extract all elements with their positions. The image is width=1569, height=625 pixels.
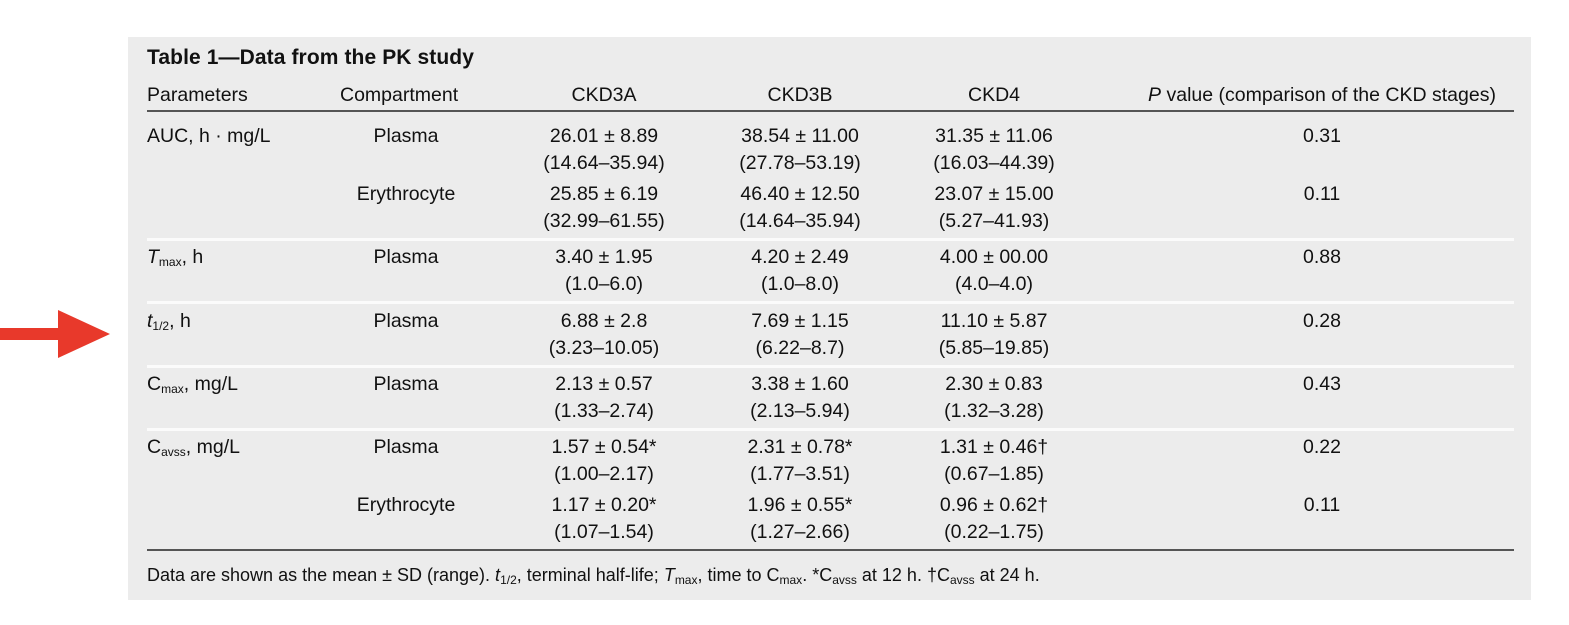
row4-ckd4: 11.10 ± 5.87 [940,310,1048,332]
table-panel: Table 1—Data from the PK study Parameter… [128,37,1531,600]
row7-compartment: Erythrocyte [356,494,456,516]
param-tmax: Tmax, h [147,246,204,269]
row6-ckd4: 1.31 ± 0.46† [939,436,1049,458]
row5-pvalue: 0.43 [1303,373,1341,395]
header-compartment: Compartment [340,84,459,106]
row7-ckd3a: 1.17 ± 0.20* [551,494,657,516]
param-auc: AUC, h · mg/L [147,125,271,147]
row6-ckd3a-range: (1.00–2.17) [554,463,654,485]
row4-ckd3b-range: (6.22–8.7) [755,337,845,359]
row1-compartment: Plasma [373,125,439,147]
row-separator [147,238,1514,241]
row1-ckd3a-range: (14.64–35.94) [543,152,665,174]
header-rule [147,110,1514,112]
row5-ckd3b-range: (2.13–5.94) [750,400,850,422]
header-ckd4: CKD4 [967,84,1021,106]
row7-ckd4: 0.96 ± 0.62† [939,494,1049,516]
row4-ckd3a: 6.88 ± 2.8 [560,310,648,332]
row7-ckd3b: 1.96 ± 0.55* [747,494,853,516]
row3-ckd3b: 4.20 ± 2.49 [751,246,849,268]
row3-pvalue: 0.88 [1303,246,1341,268]
param-cavss: Cavss, mg/L [147,436,240,459]
header-ckd3a: CKD3A [571,84,637,106]
row3-ckd3b-range: (1.0–8.0) [760,273,840,295]
row7-ckd3b-range: (1.27–2.66) [750,521,850,543]
row5-compartment: Plasma [373,373,439,395]
row-separator [147,428,1514,431]
row6-ckd3b: 2.31 ± 0.78* [747,436,853,458]
param-cmax: Cmax, mg/L [147,373,238,396]
row5-ckd4: 2.30 ± 0.83 [945,373,1043,395]
row7-pvalue: 0.11 [1303,494,1341,516]
row2-ckd4-range: (5.27–41.93) [938,210,1050,232]
header-pvalue: P value (comparison of the CKD stages) [1148,84,1496,106]
table-title: Table 1—Data from the PK study [147,46,475,69]
row4-ckd3b: 7.69 ± 1.15 [751,310,849,332]
row2-pvalue: 0.11 [1303,183,1341,205]
row3-ckd3a: 3.40 ± 1.95 [555,246,653,268]
row5-ckd3a: 2.13 ± 0.57 [555,373,653,395]
row3-ckd3a-range: (1.0–6.0) [564,273,644,295]
red-arrow-icon [0,310,110,358]
row3-ckd4: 4.00 ± 00.00 [939,246,1049,268]
row2-ckd4: 23.07 ± 15.00 [934,183,1054,205]
row1-ckd3b: 38.54 ± 11.00 [741,125,859,147]
row1-ckd3a: 26.01 ± 8.89 [549,125,659,147]
row6-ckd3b-range: (1.77–3.51) [750,463,850,485]
row-separator [147,365,1514,368]
bottom-rule [147,549,1514,551]
row4-ckd4-range: (5.85–19.85) [938,337,1050,359]
row4-ckd3a-range: (3.23–10.05) [548,337,660,359]
row7-ckd4-range: (0.22–1.75) [944,521,1044,543]
row1-ckd4-range: (16.03–44.39) [933,152,1055,174]
row6-pvalue: 0.22 [1303,436,1341,458]
row2-ckd3b: 46.40 ± 12.50 [740,183,860,205]
row6-ckd4-range: (0.67–1.85) [944,463,1044,485]
row1-pvalue: 0.31 [1303,125,1341,147]
row5-ckd4-range: (1.32–3.28) [944,400,1044,422]
row2-compartment: Erythrocyte [356,183,456,205]
param-thalf: t1/2, h [147,310,191,333]
table-footnote: Data are shown as the mean ± SD (range).… [147,565,1040,587]
row2-ckd3a-range: (32.99–61.55) [543,210,665,232]
row3-compartment: Plasma [373,246,439,268]
row6-ckd3a: 1.57 ± 0.54* [551,436,657,458]
row5-ckd3a-range: (1.33–2.74) [554,400,654,422]
row1-ckd4: 31.35 ± 11.06 [935,125,1053,147]
row5-ckd3b: 3.38 ± 1.60 [751,373,849,395]
row4-compartment: Plasma [373,310,439,332]
row4-pvalue: 0.28 [1303,310,1341,332]
row6-compartment: Plasma [373,436,439,458]
row2-ckd3a: 25.85 ± 6.19 [549,183,659,205]
row3-ckd4-range: (4.0–4.0) [954,273,1034,295]
row7-ckd3a-range: (1.07–1.54) [554,521,654,543]
header-parameters: Parameters [147,84,248,106]
row1-ckd3b-range: (27.78–53.19) [739,152,861,174]
row-separator [147,301,1514,304]
row2-ckd3b-range: (14.64–35.94) [739,210,861,232]
header-ckd3b: CKD3B [767,84,833,106]
